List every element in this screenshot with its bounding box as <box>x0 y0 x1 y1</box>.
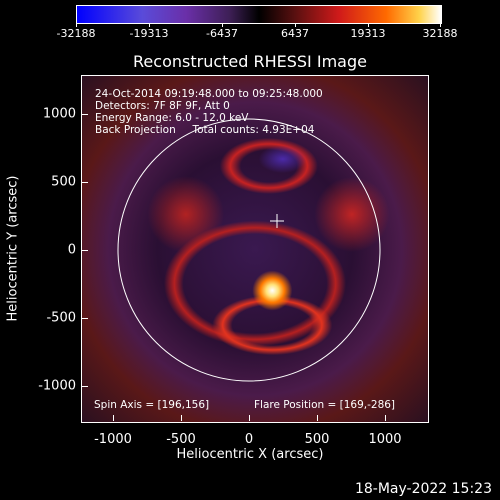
spin-axis-label: Spin Axis = [196,156] <box>94 399 210 411</box>
y-axis-title: Heliocentric Y (arcsec) <box>5 175 21 322</box>
info-method-counts: Back Projection Total counts: 4.93E+04 <box>95 124 315 136</box>
solar-limb-circle <box>117 118 381 382</box>
colorbar <box>76 5 442 24</box>
rhessi-image <box>81 75 429 423</box>
colorbar-tick <box>149 23 150 27</box>
x-tick-label: -500 <box>166 432 196 447</box>
y-tick-label: 0 <box>67 242 76 258</box>
colorbar-label: -32188 <box>56 27 96 40</box>
colorbar-tick <box>76 23 77 27</box>
y-tick-label: 500 <box>51 174 76 190</box>
x-tick-label: 500 <box>304 432 330 447</box>
timestamp: 18-May-2022 15:23 <box>354 481 492 497</box>
x-tick-mark <box>113 415 114 421</box>
x-tick-label: 1000 <box>368 432 402 447</box>
colorbar-tick <box>368 23 369 27</box>
y-tick-mark <box>82 250 88 251</box>
info-time-range: 24-Oct-2014 09:19:48.000 to 09:25:48.000 <box>95 88 323 100</box>
image-title: Reconstructed RHESSI Image <box>133 52 367 71</box>
colorbar-tick <box>295 23 296 27</box>
x-axis-title: Heliocentric X (arcsec) <box>176 447 324 462</box>
colorbar-label: 32188 <box>422 27 458 40</box>
y-tick-mark <box>82 386 88 387</box>
colorbar-tick <box>440 23 441 27</box>
y-tick-label: -1000 <box>38 378 76 394</box>
colorbar-label: 19313 <box>350 27 386 40</box>
info-detectors: Detectors: 7F 8F 9F, Att 0 <box>95 100 230 112</box>
y-tick-mark <box>82 318 88 319</box>
x-tick-mark <box>385 415 386 421</box>
x-tick-label: 0 <box>244 432 254 447</box>
flare-position-label: Flare Position = [169,-286] <box>254 399 396 411</box>
x-tick-label: -1000 <box>94 432 132 447</box>
colorbar-label: 6437 <box>281 27 309 40</box>
colorbar-label: -6437 <box>206 27 238 40</box>
y-tick-mark <box>82 114 88 115</box>
x-tick-mark <box>181 415 182 421</box>
x-tick-mark <box>317 415 318 421</box>
colorbar-tick <box>222 23 223 27</box>
colorbar-label: -19313 <box>129 27 169 40</box>
info-energy-range: Energy Range: 6.0 - 12.0 keV <box>95 112 249 124</box>
y-tick-mark <box>82 182 88 183</box>
y-tick-label: -500 <box>46 310 76 326</box>
x-tick-mark <box>249 415 250 421</box>
y-tick-label: 1000 <box>42 106 76 122</box>
